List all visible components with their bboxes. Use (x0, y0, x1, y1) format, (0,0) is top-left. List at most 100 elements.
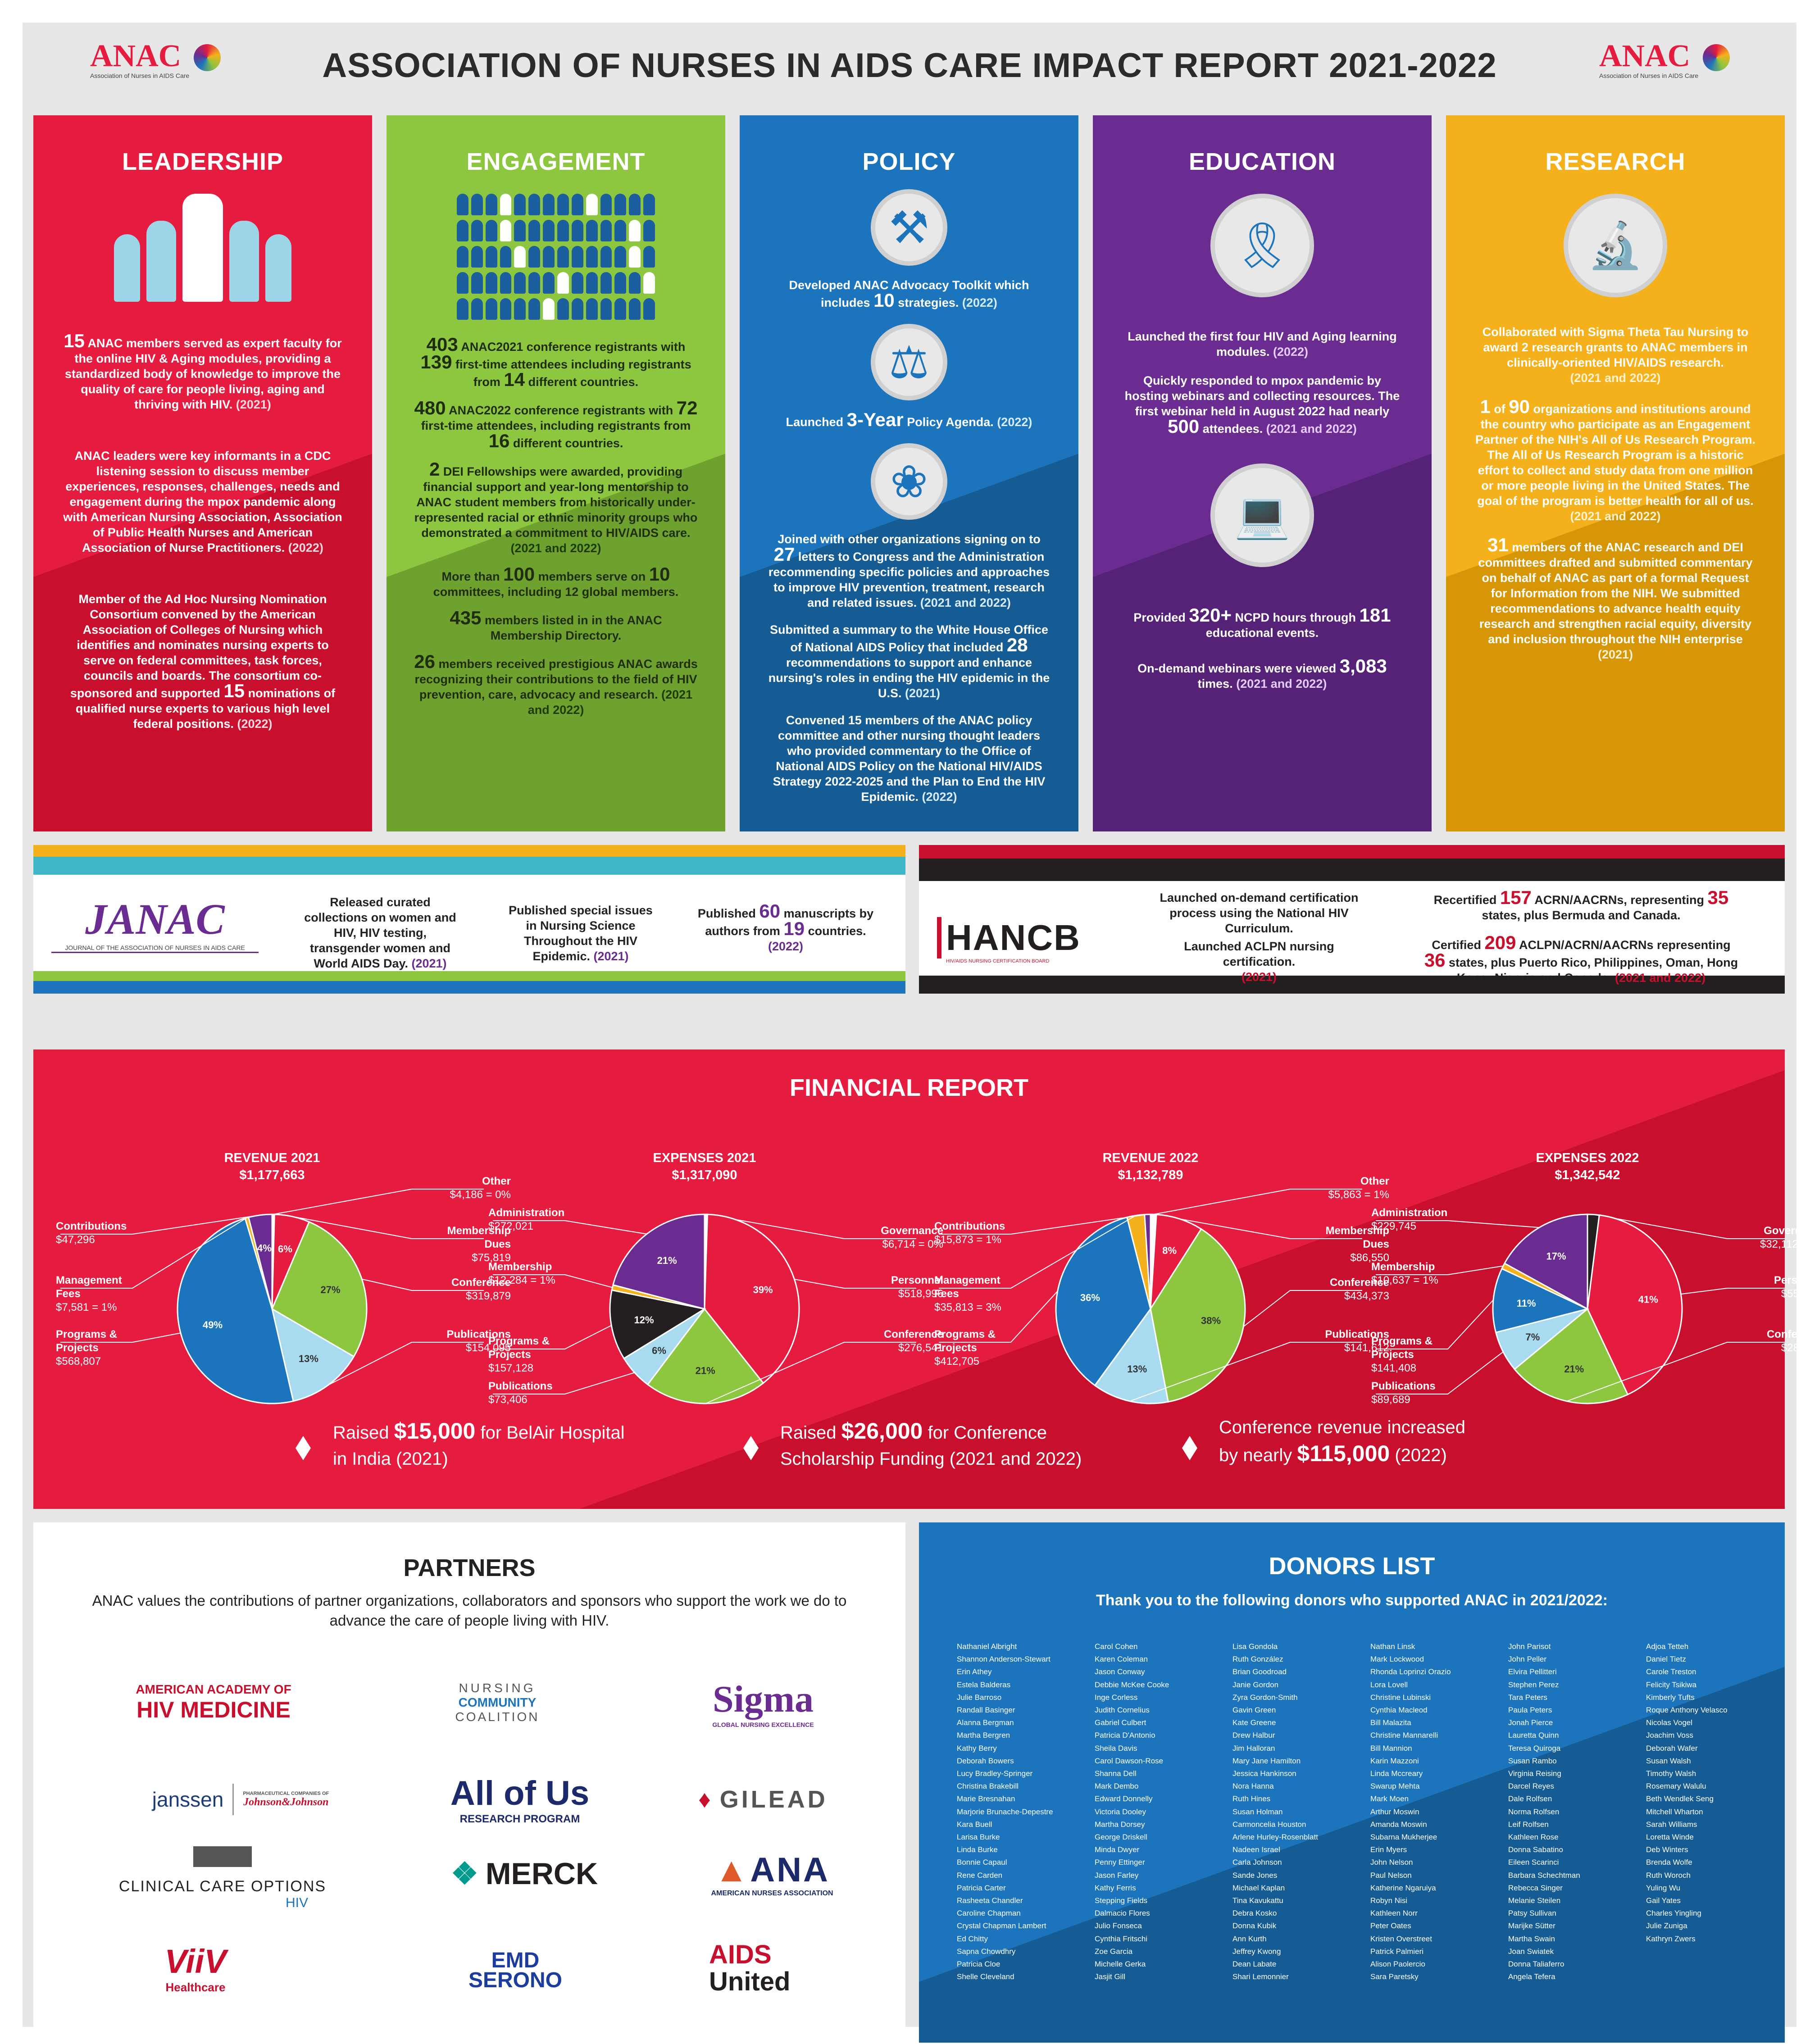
donor-name: Teresa Quiroga (1508, 1744, 1561, 1753)
page-frame: ANAC Association of Nurses in AIDS Care … (23, 23, 1819, 2043)
research-p3: 31 members of the ANAC research and DEI … (1478, 534, 1753, 662)
donor-name: Amanda Moswin (1370, 1820, 1427, 1829)
janac-band: JANAC JOURNAL OF THE ASSOCIATION OF NURS… (33, 845, 905, 994)
donor-name: Stepping Fields (1095, 1896, 1148, 1905)
chart-title: EXPENSES 2021 $1,317,090 (653, 1151, 756, 1182)
donor-name: Joan Swiatek (1508, 1947, 1554, 1956)
donor-column: John Parisot John Peller Elvira Pellitteri… (1508, 1640, 1643, 1983)
pie-percent-label: 13% (1127, 1363, 1147, 1375)
policy-p1: Developed ANAC Advocacy Toolkit which in… (789, 278, 1029, 311)
donor-name: Carol Dawson-Rose (1095, 1756, 1164, 1765)
pie-legend-label: Membership Dues $75,819 (447, 1225, 511, 1264)
donor-name: Lora Lovell (1370, 1680, 1408, 1689)
leader-line (1376, 1299, 1494, 1349)
pie-slice-conference (1150, 1228, 1246, 1403)
pie-slice-administration (1503, 1213, 1588, 1310)
donor-name: Marijke Sütter (1508, 1921, 1555, 1930)
pie-legend-label: Governance $6,714 = 0% (881, 1225, 943, 1250)
hancb-logo-sub: HIV/AIDS NURSING CERTIFICATION BOARD (946, 958, 1050, 964)
people-group-icon (60, 194, 345, 302)
donor-name: Ruth González (1232, 1655, 1283, 1664)
donor-name: Melanie Steilen (1508, 1896, 1561, 1905)
donor-name: Jason Farley (1095, 1871, 1139, 1880)
donor-name: Edward Donnelly (1095, 1794, 1153, 1803)
leader-line (1376, 1265, 1504, 1275)
pie-legend-label: Membership Dues $86,550 (1325, 1225, 1389, 1264)
donor-name: Kate Greene (1232, 1718, 1276, 1727)
education-column: EDUCATION 🎗 Launched the first four HIV … (1093, 115, 1432, 831)
webinar-laptop-icon: 💻 (1210, 463, 1314, 567)
research-p2: 1 of 90 organizations and institutions a… (1475, 396, 1756, 523)
donor-name: Tara Peters (1508, 1693, 1547, 1702)
donor-name: Arlene Hurley-Rosenblatt (1232, 1833, 1318, 1842)
research-column: RESEARCH 🔬 Collaborated with Sigma Theta… (1446, 115, 1785, 831)
leader-line (1179, 1218, 1362, 1239)
donor-name: Loretta Winde (1646, 1833, 1694, 1842)
donor-name: Rebecca Singer (1508, 1883, 1563, 1892)
policy-p3: Joined with other organizations signing … (768, 532, 1050, 609)
donor-name: Mark Dembo (1095, 1782, 1139, 1791)
hancb-b4: Certified 209 ACLPN/ACRN/AACRNs represen… (1424, 932, 1738, 985)
leader-line (273, 1189, 484, 1215)
pie-percent-label: 27% (321, 1284, 341, 1295)
donor-name: Swarup Mehta (1370, 1782, 1420, 1791)
leader-line (1243, 1290, 1362, 1327)
hancb-b1: Launched on-demand certification process… (1160, 891, 1359, 935)
partners-subtitle: ANAC values the contributions of partner… (92, 1592, 847, 1629)
leadership-p2: ANAC leaders were key informants in a CD… (63, 449, 342, 554)
donor-name: Ed Chitty (957, 1934, 988, 1943)
donor-column: Carol Cohen Karen Coleman Jason Conway Debb… (1095, 1640, 1230, 1983)
pie-percent-label: 6% (652, 1345, 666, 1356)
donor-name: Julie Barroso (957, 1693, 1002, 1702)
donor-name: Kristen Overstreet (1370, 1934, 1432, 1943)
donor-name: Patricia D'Antonio (1095, 1731, 1155, 1740)
pie-percent-label: 36% (1080, 1292, 1100, 1303)
microscope-icon: 🔬 (1564, 194, 1667, 297)
donor-name: Kimberly Tufts (1646, 1693, 1695, 1702)
pie-legend-label: Programs & Projects $157,128 (488, 1335, 550, 1374)
donor-name: Dale Rolfsen (1508, 1794, 1552, 1803)
donor-name: Alanna Bergman (957, 1718, 1014, 1727)
donors-subtitle: Thank you to the following donors who su… (1096, 1592, 1608, 1609)
leader-line (705, 1342, 916, 1404)
donor-column: Nathaniel Albright Shannon Anderson-Stewa… (957, 1640, 1092, 1983)
donor-name: Christine Mannarelli (1370, 1731, 1438, 1740)
engagement-s1: 403 ANAC2021 conference registrants with… (420, 334, 691, 390)
donor-name: Deborah Wafer (1646, 1744, 1698, 1753)
aahivm-logo: AMERICAN ACADEMY OF HIV MEDICINE (136, 1682, 291, 1722)
donor-name: Paula Peters (1508, 1706, 1552, 1715)
donor-column: Nathan Linsk Mark Lockwood Rhonda Loprinzi… (1370, 1640, 1505, 1983)
ribbon-icon (1703, 44, 1730, 71)
financial-report: FINANCIAL REPORT 6% 27% 13% 49% 4% 39% 21% 6% 12… (33, 1049, 1819, 1509)
leader-line (1566, 1342, 1785, 1402)
donor-name: Rosemary Walulu (1646, 1782, 1706, 1791)
pie-percent-label: 21% (696, 1365, 715, 1376)
donor-name: Lauretta Quinn (1508, 1731, 1559, 1740)
donor-name: Crystal Chapman Lambert (957, 1921, 1046, 1930)
donor-name: John Nelson (1370, 1858, 1413, 1867)
donors-section: DONORS LIST Thank you to the following d… (919, 1522, 1785, 2043)
leader-line (60, 1217, 247, 1289)
pie-slice-administration (612, 1213, 705, 1310)
logo-text: ANAC (1599, 39, 1691, 73)
donor-name: Rasheeta Chandler (957, 1896, 1023, 1905)
pie-slice-publications (271, 1307, 355, 1402)
pie-percent-label: 13% (299, 1353, 318, 1364)
pie-legend-label: Contributions $47,296 (56, 1220, 127, 1246)
financial-title: FINANCIAL REPORT (789, 1074, 1028, 1101)
donor-name: Joachim Voss (1646, 1731, 1693, 1740)
viiv-logo: ViiV Healthcare (164, 1943, 227, 1994)
pie-legend-label: Administration $229,745 (1371, 1207, 1448, 1232)
donor-name: Felicity Tsikiwa (1646, 1680, 1697, 1689)
donor-name: Marie Bresnahan (957, 1794, 1015, 1803)
leader-line (362, 1278, 484, 1291)
hancb-logo: HANCB HIV/AIDS NURSING CERTIFICATION BOA… (937, 917, 1126, 964)
donor-name: Dalmacio Flores (1095, 1909, 1150, 1918)
donor-name: Carmoncelia Houston (1232, 1820, 1306, 1829)
hancb-b2: Launched ACLPN nursing certification. (20… (1184, 940, 1334, 984)
donor-name: Carol Cohen (1095, 1642, 1138, 1651)
janac-b1: Released curated collections on women an… (304, 895, 456, 970)
donor-name: Norma Rolfsen (1508, 1807, 1560, 1816)
pie-percent-label: 17% (1546, 1251, 1566, 1262)
donor-name: Julio Fonseca (1095, 1921, 1142, 1930)
